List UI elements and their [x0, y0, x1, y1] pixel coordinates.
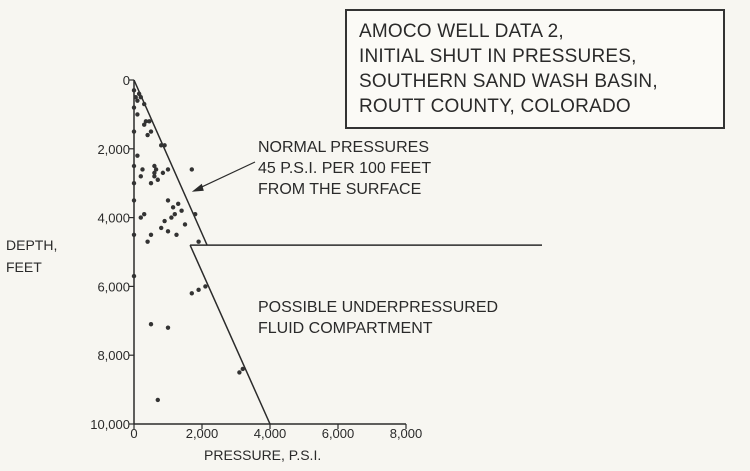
data-point	[170, 205, 176, 210]
annotation-arrow-head	[191, 183, 204, 192]
under-annotation-line-2: FLUID COMPARTMENT	[258, 320, 433, 337]
data-point	[142, 122, 147, 127]
data-point	[147, 119, 152, 124]
annotation-arrow-shaft	[197, 161, 256, 190]
data-point	[148, 322, 154, 327]
data-point	[174, 232, 179, 237]
data-point	[135, 112, 140, 117]
data-point	[159, 143, 164, 148]
data-point	[142, 101, 147, 107]
data-point	[189, 167, 194, 172]
normal-annotation-line-1: NORMAL PRESSURES	[258, 139, 429, 156]
data-point	[145, 239, 150, 244]
x-tick-label: 2,000	[186, 426, 219, 441]
data-point	[165, 325, 171, 330]
data-point	[145, 132, 150, 138]
data-point	[138, 215, 143, 220]
y-tick-label: 0	[123, 73, 130, 88]
underpressure-annotation: POSSIBLE UNDERPRESSURED FLUID COMPARTMEN…	[258, 297, 498, 339]
data-point	[135, 98, 140, 103]
data-point	[160, 170, 166, 176]
underpressure-line	[189, 244, 271, 425]
data-point	[138, 95, 143, 100]
data-point	[189, 291, 194, 296]
y-axis-label: DEPTH, FEET	[6, 234, 57, 278]
data-point	[153, 167, 159, 172]
data-point	[131, 273, 137, 279]
title-box: AMOCO WELL DATA 2, INITIAL SHUT IN PRESS…	[345, 9, 725, 129]
data-point	[165, 167, 171, 172]
data-points	[131, 88, 245, 403]
y-tick-label: 10,000	[90, 417, 130, 432]
data-point	[148, 232, 154, 237]
data-point	[237, 370, 242, 375]
data-point	[133, 95, 138, 100]
data-point	[152, 163, 157, 169]
data-point	[140, 167, 145, 172]
data-point	[152, 174, 157, 179]
data-point	[193, 211, 198, 217]
x-axis-label: PRESSURE, P.S.I.	[204, 447, 322, 463]
y-tick-label: 8,000	[97, 348, 130, 363]
data-point	[155, 177, 160, 182]
y-tick-label: 4,000	[97, 211, 130, 226]
title-line-2: INITIAL SHUT IN PRESSURES,	[359, 46, 637, 67]
data-point	[143, 119, 149, 124]
data-point	[142, 211, 147, 217]
data-point	[135, 153, 140, 158]
data-point	[138, 174, 143, 179]
title-line-1: AMOCO WELL DATA 2,	[359, 21, 564, 42]
data-point	[172, 211, 177, 217]
data-point	[155, 397, 160, 403]
data-point	[240, 366, 245, 372]
data-point	[196, 239, 201, 244]
data-point	[131, 232, 137, 237]
normal-pressure-annotation: NORMAL PRESSURES 45 P.S.I. PER 100 FEET …	[258, 137, 431, 200]
x-tick-label: 0	[130, 426, 137, 441]
data-point	[152, 170, 157, 176]
data-point	[148, 129, 154, 134]
data-point	[148, 181, 154, 186]
data-point	[131, 88, 137, 93]
data-point	[203, 284, 208, 289]
y-tick-label: 2,000	[97, 142, 130, 157]
data-point	[162, 143, 167, 148]
y-axis-label-line-2: FEET	[6, 259, 42, 275]
x-tick-label: 8,000	[390, 426, 423, 441]
data-point	[131, 181, 137, 186]
data-point	[182, 222, 188, 227]
data-point	[131, 105, 137, 110]
normal-pressure-line	[133, 79, 208, 246]
data-point	[136, 91, 142, 96]
data-point	[131, 163, 137, 169]
data-point	[159, 225, 164, 231]
data-point	[131, 129, 137, 134]
data-point	[131, 198, 137, 203]
data-point	[196, 287, 201, 293]
trend-lines	[133, 79, 542, 425]
y-axis-label-line-1: DEPTH,	[6, 237, 58, 253]
x-tick-label: 4,000	[254, 426, 287, 441]
title-line-3: SOUTHERN SAND WASH BASIN,	[359, 71, 658, 92]
chart-axes	[133, 80, 406, 425]
data-point	[165, 229, 171, 234]
data-point	[169, 215, 174, 220]
y-tick-label: 6,000	[97, 279, 130, 294]
data-point	[176, 201, 181, 207]
normal-annotation-line-3: FROM THE SURFACE	[258, 181, 422, 198]
title-line-4: ROUTT COUNTY, COLORADO	[359, 96, 631, 117]
under-annotation-line-1: POSSIBLE UNDERPRESSURED	[258, 299, 499, 316]
data-point	[162, 218, 167, 224]
normal-annotation-line-2: 45 P.S.I. PER 100 FEET	[258, 160, 432, 177]
x-tick-label: 6,000	[322, 426, 355, 441]
data-point	[165, 198, 171, 203]
data-point	[179, 208, 184, 213]
